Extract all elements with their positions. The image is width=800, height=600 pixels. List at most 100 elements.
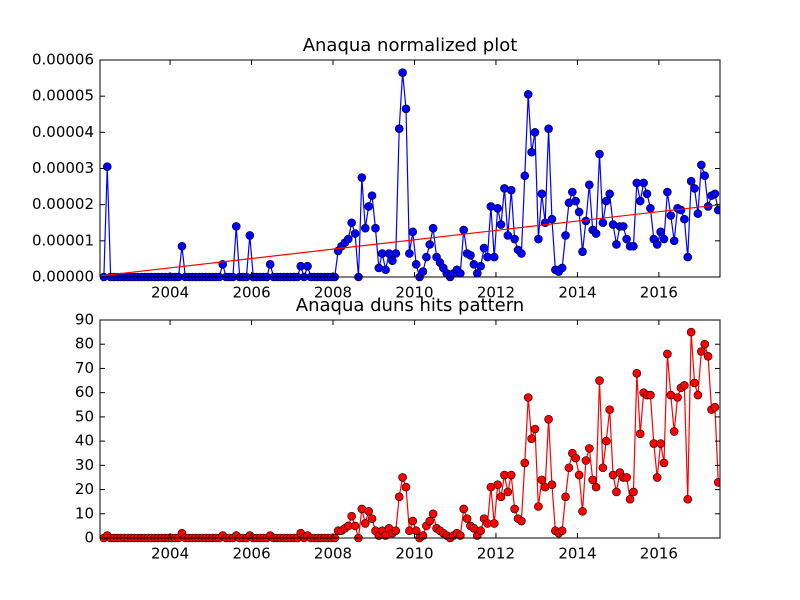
data-point	[598, 463, 608, 473]
data-point	[523, 393, 533, 402]
data-point	[527, 434, 536, 443]
data-point	[652, 240, 662, 249]
data-point	[530, 128, 540, 137]
data-point	[561, 492, 570, 502]
y-tick-label: 90	[75, 311, 94, 329]
data-point	[391, 526, 401, 536]
data-point	[564, 463, 574, 473]
data-point	[503, 487, 513, 497]
y-tick-label: 80	[75, 335, 94, 353]
data-point	[557, 526, 567, 536]
data-point	[425, 516, 435, 526]
y-tick-label: 20	[75, 480, 94, 498]
data-point	[245, 231, 255, 240]
y-tick-label: 60	[75, 383, 94, 401]
data-point	[690, 184, 699, 193]
data-point	[629, 487, 638, 497]
data-point	[574, 470, 584, 480]
data-point	[510, 504, 519, 514]
axes-frame	[99, 319, 721, 539]
data-point	[581, 456, 591, 465]
data-point	[666, 211, 676, 220]
data-point	[367, 191, 377, 200]
data-point	[466, 251, 475, 260]
data-point	[343, 234, 353, 244]
data-point	[394, 492, 404, 502]
y-tick-label: 0.00003	[32, 159, 94, 177]
data-point	[673, 393, 682, 402]
x-tick-label: 2008	[314, 284, 352, 302]
data-point	[391, 249, 401, 258]
x-tick-label: 2006	[232, 545, 270, 563]
data-point	[489, 252, 499, 262]
data-point	[639, 178, 648, 188]
data-point	[350, 229, 360, 238]
data-point	[472, 269, 482, 278]
data-point	[561, 231, 570, 240]
data-point	[456, 269, 465, 278]
data-point	[710, 189, 720, 199]
data-point	[411, 260, 421, 269]
data-point	[578, 247, 587, 256]
data-point	[585, 180, 594, 190]
data-point	[646, 390, 655, 400]
x-tick-label: 2014	[558, 284, 596, 302]
data-point	[693, 209, 703, 219]
data-point	[537, 189, 547, 199]
data-point	[697, 160, 706, 170]
data-point	[367, 514, 377, 523]
data-point	[265, 260, 275, 269]
data-point	[347, 511, 356, 521]
data-point	[663, 349, 672, 359]
data-point	[571, 453, 581, 463]
data-point	[401, 104, 411, 114]
x-tick-label: 2010	[395, 284, 433, 302]
data-point	[459, 504, 468, 514]
data-point	[710, 402, 720, 412]
data-point	[713, 205, 720, 215]
data-point	[428, 509, 438, 519]
data-point	[520, 171, 530, 181]
data-point	[591, 482, 601, 492]
data-point	[595, 376, 604, 385]
data-point	[612, 487, 621, 497]
data-point	[703, 352, 713, 361]
data-point	[357, 173, 367, 182]
data-point	[642, 189, 652, 199]
y-tick-label: 40	[75, 432, 94, 450]
data-point	[364, 202, 373, 211]
x-tick-label: 2016	[640, 284, 678, 302]
data-point	[547, 480, 557, 490]
data-point	[350, 521, 360, 531]
data-point	[683, 494, 693, 504]
y-tick-label: 0.00001	[32, 231, 94, 249]
y-tick-label: 0.00006	[32, 51, 94, 69]
data-point	[632, 368, 642, 378]
data-point	[683, 252, 693, 262]
data-point	[422, 252, 431, 262]
data-point	[398, 68, 407, 77]
data-point	[697, 347, 706, 356]
data-point	[398, 473, 407, 482]
chart-title: Anaqua duns hits pattern	[296, 295, 524, 316]
data-point	[700, 171, 710, 181]
y-tick-label: 30	[75, 456, 94, 474]
x-tick-label: 2004	[151, 545, 189, 563]
data-point	[585, 444, 594, 453]
data-point	[102, 162, 112, 171]
data-point	[364, 507, 373, 516]
data-point	[578, 507, 587, 516]
data-point	[588, 475, 598, 485]
y-tick-label: 0	[84, 529, 94, 547]
data-point	[347, 218, 356, 228]
x-tick-label: 2006	[232, 284, 270, 302]
data-point	[537, 475, 547, 485]
data-point	[503, 231, 513, 240]
data-point	[388, 256, 397, 266]
data-point	[595, 149, 604, 159]
data-point	[506, 470, 516, 480]
data-point	[622, 234, 631, 244]
y-tick-label: 0.00004	[32, 123, 94, 141]
data-point	[605, 405, 614, 414]
